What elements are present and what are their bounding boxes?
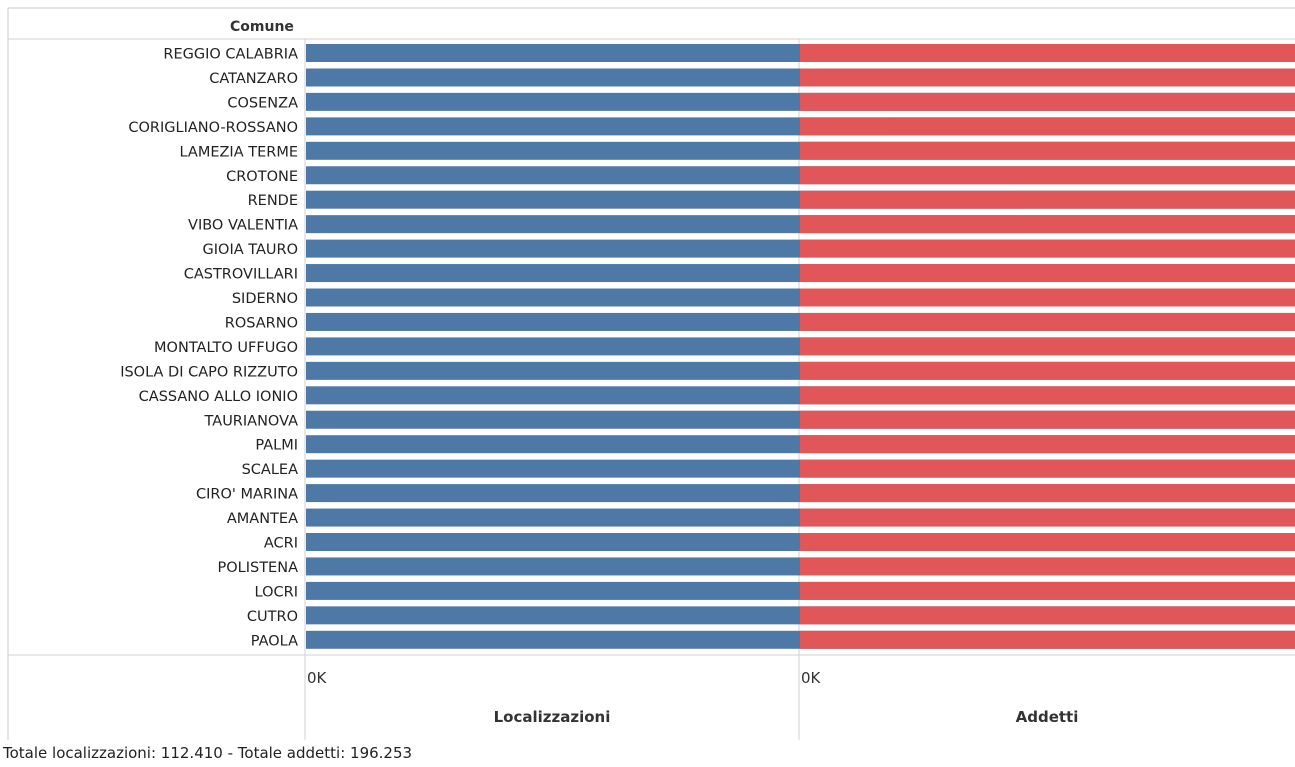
x-tick-label-localizzazioni: 0K <box>307 669 328 687</box>
bar-addetti <box>800 361 1295 380</box>
bar-addetti <box>800 459 1295 478</box>
bar-addetti <box>800 141 1295 160</box>
category-label: LOCRI <box>255 584 298 600</box>
row-header-label: Comune <box>230 19 294 35</box>
axis-addetti: 0K5K10K15K20K25K30K35K40K <box>801 669 822 687</box>
bar-addetti <box>800 533 1295 551</box>
axis-title-addetti: Addetti <box>1016 708 1079 726</box>
category-label: CORIGLIANO-ROSSANO <box>128 120 298 136</box>
category-label: ISOLA DI CAPO RIZZUTO <box>120 364 298 380</box>
category-label: CUTRO <box>247 609 298 625</box>
category-label: GIOIA TAURO <box>203 242 298 258</box>
category-label: RENDE <box>248 193 298 209</box>
category-label: CATANZARO <box>209 71 298 87</box>
category-label: CROTONE <box>226 169 298 185</box>
category-label: SIDERNO <box>232 291 298 307</box>
totals-footer: Totale localizzazioni: 112.410 - Totale … <box>3 744 413 762</box>
category-label: ACRI <box>264 536 298 552</box>
bar-addetti <box>800 190 1295 209</box>
category-label: VIBO VALENTIA <box>188 218 298 234</box>
bar-addetti <box>800 386 1295 405</box>
category-label: MONTALTO UFFUGO <box>154 340 298 356</box>
category-label: PALMI <box>255 438 298 454</box>
bar-addetti <box>800 508 1295 527</box>
bar-addetti <box>800 337 1295 356</box>
category-label: SCALEA <box>242 462 298 478</box>
category-label: REGGIO CALABRIA <box>163 47 298 63</box>
bar-addetti <box>800 166 1295 185</box>
category-labels: REGGIO CALABRIA CATANZARO COSENZA CORIGLIAN… <box>120 47 298 650</box>
bar-addetti <box>800 239 1295 258</box>
category-label: CIRO' MARINA <box>196 487 298 503</box>
category-label: CASTROVILLARI <box>184 267 298 283</box>
category-label: COSENZA <box>227 95 298 111</box>
bar-addetti <box>800 117 1295 136</box>
axis-localizzazioni: 0K5K10K15K20K25K <box>307 669 328 687</box>
bar-addetti <box>800 312 1295 331</box>
bar-addetti <box>800 288 1295 307</box>
bar-addetti <box>800 92 1295 111</box>
bar-addetti <box>800 484 1295 503</box>
bar-addetti <box>800 68 1295 87</box>
bar-addetti <box>800 435 1295 454</box>
category-label: POLISTENA <box>217 560 298 576</box>
bar-addetti <box>800 606 1295 625</box>
bar-addetti <box>800 264 1295 283</box>
bar-addetti <box>800 557 1295 576</box>
bar-addetti <box>800 630 1295 649</box>
category-label: CASSANO ALLO IONIO <box>139 389 298 405</box>
panel-addetti: 30.772 (15,68%)21.846 (11,13%)16.947 (8,… <box>800 44 1295 649</box>
bar-addetti <box>800 581 1295 600</box>
category-label: ROSARNO <box>225 315 298 331</box>
category-label: LAMEZIA TERME <box>179 144 298 160</box>
axis-title-localizzazioni: Localizzazioni <box>494 708 611 726</box>
category-label: TAURIANOVA <box>204 413 299 429</box>
category-label: AMANTEA <box>227 511 298 527</box>
chart-figure: Comune REGGIO CALABRIA CATANZARO COSENZA CO… <box>7 7 1295 740</box>
x-tick-label-addetti: 0K <box>801 669 822 687</box>
bar-addetti <box>800 44 1295 62</box>
category-label: PAOLA <box>251 633 298 649</box>
bar-addetti <box>800 410 1295 429</box>
bar-addetti <box>800 215 1295 234</box>
